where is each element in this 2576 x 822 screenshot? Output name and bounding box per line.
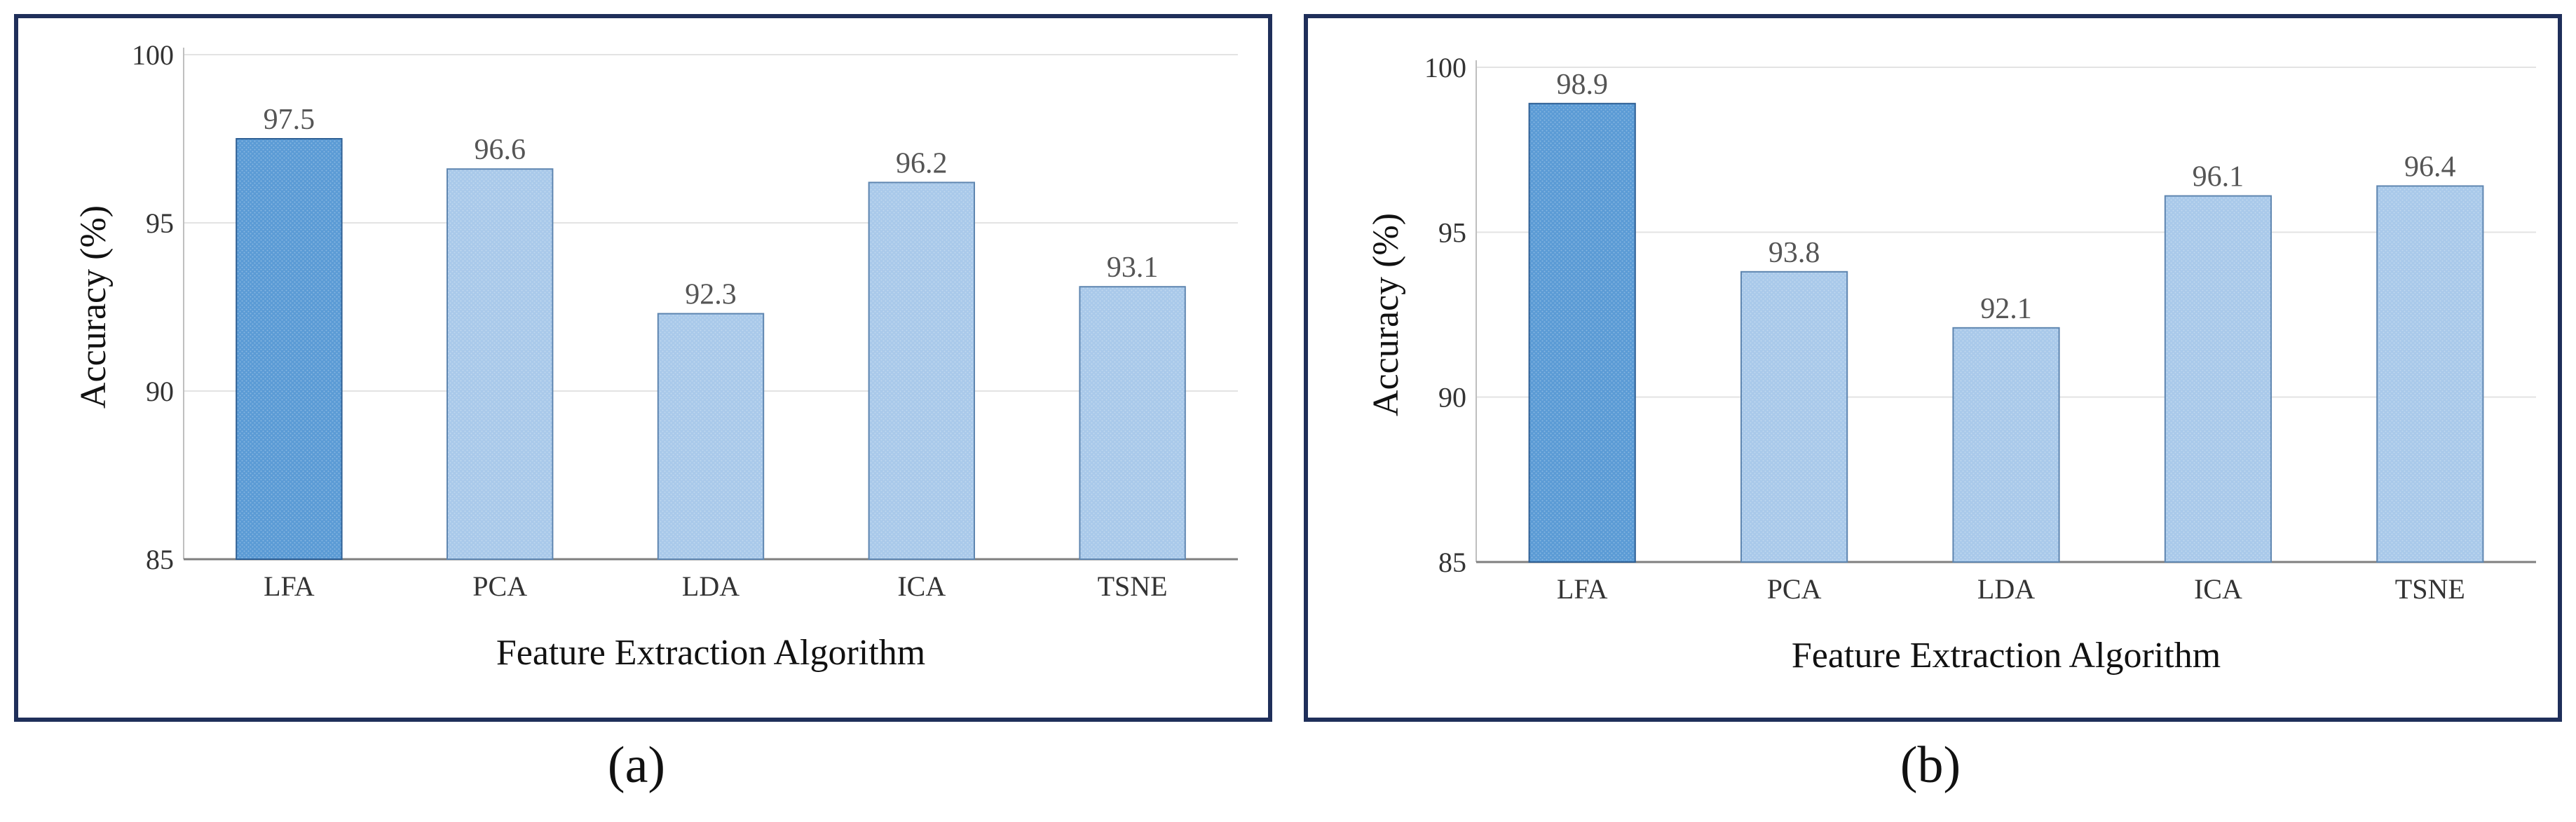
bar-lfa (1528, 102, 1636, 563)
y-axis-title: Accuracy (%) (74, 205, 114, 409)
data-label-pca: 96.6 (474, 134, 526, 166)
data-label-ica: 96.1 (2193, 161, 2244, 193)
data-label-tsne: 96.4 (2404, 151, 2456, 183)
bar-ica (2164, 195, 2272, 563)
y-tick-label: 90 (1438, 382, 1466, 413)
data-label-pca: 93.8 (1769, 237, 1820, 269)
x-tick-label-ica: ICA (897, 570, 946, 602)
x-tick-label-tsne: TSNE (2395, 573, 2465, 605)
caption-b: (b) (1900, 737, 1961, 794)
y-tick-label: 100 (132, 39, 174, 71)
x-tick-label-ica: ICA (2194, 573, 2242, 605)
data-label-lda: 92.3 (685, 279, 737, 311)
x-tick-label-lfa: LFA (1557, 573, 1608, 605)
y-tick-label: 85 (146, 544, 174, 575)
data-label-tsne: 93.1 (1107, 252, 1159, 284)
y-axis-title: Accuracy (%) (1366, 213, 1406, 416)
bar-chart-a: 85 90 95 100 97.5 LFA 96.6 PCA 92.3 LDA 96.2 ICA 93.… (74, 39, 1238, 673)
x-tick-label-pca: PCA (472, 570, 527, 602)
y-tick-label: 95 (1438, 217, 1466, 248)
bar-lda (657, 313, 765, 560)
bar-tsne (1079, 286, 1186, 560)
y-tick-label: 90 (146, 376, 174, 407)
x-tick-label-lda: LDA (682, 570, 740, 602)
y-tick-label: 95 (146, 207, 174, 239)
y-tick-label: 100 (1424, 52, 1466, 83)
x-tick-label-lda: LDA (1977, 573, 2035, 605)
bar-lda (1952, 327, 2060, 563)
data-label-lfa: 98.9 (1556, 69, 1608, 101)
x-axis-title: Feature Extraction Algorithm (1792, 636, 2221, 676)
x-tick-label-tsne: TSNE (1098, 570, 1168, 602)
x-tick-label-pca: PCA (1767, 573, 1822, 605)
bar-chart-b: 85 90 95 100 98.9 LFA 93.8 PCA 92.1 LDA 96.1 ICA 96.… (1366, 52, 2536, 676)
x-tick-label-lfa: LFA (264, 570, 315, 602)
caption-a: (a) (607, 737, 666, 794)
data-label-ica: 96.2 (896, 147, 948, 179)
data-label-lfa: 97.5 (264, 104, 315, 136)
bar-pca (447, 168, 554, 560)
chart-panel-b: 85 90 95 100 98.9 LFA 93.8 PCA 92.1 LDA 96.1 ICA 96.… (1304, 14, 2562, 722)
chart-panel-a: 85 90 95 100 97.5 LFA 96.6 PCA 92.3 LDA 96.2 ICA 93.… (14, 14, 1272, 722)
bar-tsne (2376, 185, 2484, 563)
y-tick-label: 85 (1438, 547, 1466, 578)
bar-pca (1740, 270, 1848, 563)
x-axis-title: Feature Extraction Algorithm (496, 633, 925, 673)
bar-lfa (236, 138, 343, 560)
data-label-lda: 92.1 (1980, 293, 2032, 325)
bar-ica (868, 181, 975, 560)
